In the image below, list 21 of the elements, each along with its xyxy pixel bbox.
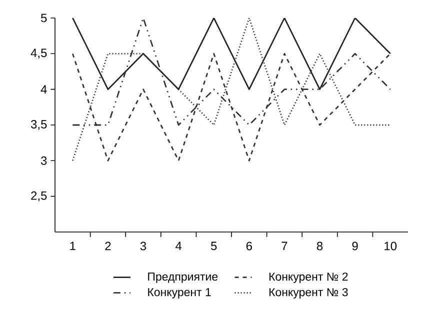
x-tick-label: 10 (384, 242, 397, 250)
legend-label: Конкурент № 2 (269, 272, 348, 283)
x-tick-label: 1 (70, 242, 76, 250)
y-tick-label: 2,5 (31, 191, 47, 202)
x-tick-label: 5 (211, 242, 217, 250)
x-tick-label: 4 (175, 242, 182, 250)
legend-label: Конкурент 1 (148, 288, 211, 298)
x-tick-label: 3 (140, 242, 146, 250)
y-tick-label: 3,5 (30, 120, 47, 130)
line-series (72, 18, 392, 162)
legend-label: Конкурент № 3 (269, 288, 348, 299)
legend-label: Предприятие (148, 272, 218, 283)
x-tick-label: 6 (246, 242, 252, 250)
y-tick-label: 4 (40, 85, 47, 94)
x-tick-label: 9 (352, 242, 358, 250)
y-tick-label: 3 (40, 156, 47, 165)
y-tick-label: 4,5 (30, 48, 47, 59)
y-tick-label: 5 (41, 14, 47, 22)
x-tick-label: 2 (105, 242, 111, 250)
x-tick-label: 7 (282, 242, 288, 250)
x-tick-label: 8 (316, 242, 323, 250)
